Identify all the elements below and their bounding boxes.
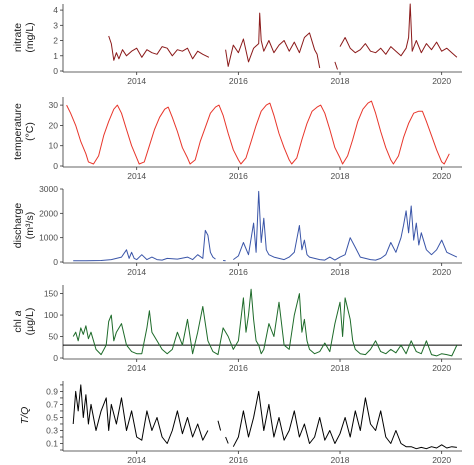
x-tick-label: 2018 (331, 171, 350, 181)
y-axis-title: T/Q (19, 407, 31, 425)
x-tick-label: 2014 (127, 455, 146, 465)
y-tick-label: 0.9 (46, 386, 58, 396)
y-tick-label: 30 (49, 100, 59, 110)
y-tick-label: 3 (53, 20, 58, 30)
y-tick-label: 0 (53, 66, 58, 76)
series-line-temperature (66, 100, 450, 165)
y-axis-title: chl a(µg/L) (12, 308, 36, 336)
series-line-nitrate (108, 3, 458, 70)
y-tick-label: 4 (53, 5, 58, 15)
y-tick-label: 0 (53, 257, 58, 267)
x-tick-label: 2018 (331, 76, 350, 86)
y-tick-label: 100 (44, 310, 58, 320)
x-tick-label: 2016 (229, 455, 248, 465)
panel-discharge: 0 1000 2000 3000 2014 2016 2018 2020 discharge(m… (12, 184, 462, 277)
y-tick-label: 2 (53, 36, 58, 46)
x-tick-label: 2020 (432, 455, 451, 465)
x-tick-label: 2014 (127, 76, 146, 86)
series-line-discharge (73, 190, 458, 262)
y-tick-label: 0.5 (46, 412, 58, 422)
x-tick-label: 2020 (432, 267, 451, 277)
x-tick-label: 2018 (331, 455, 350, 465)
panel-nitrate: 0 1 2 3 4 2014 2016 2018 2020 nitrate(mg/L) (12, 3, 462, 86)
x-tick-label: 2014 (127, 267, 146, 277)
y-axis-title: nitrate(mg/L) (12, 22, 36, 52)
x-tick-label: 2018 (331, 363, 350, 373)
series-line-chla (72, 288, 458, 357)
panel-tq: 0.1 0.3 0.5 0.7 0.9 2014 2016 2018 2020 T/Q (19, 381, 462, 465)
y-tick-label: 1 (53, 51, 58, 61)
y-axis-title: temperature(°C) (12, 103, 36, 160)
panel-temperature: 0 10 20 30 2014 2016 2018 2020 temperature(°C) (12, 97, 462, 181)
x-tick-label: 2016 (229, 76, 248, 86)
y-axis-title: discharge(m³/s) (12, 203, 36, 249)
y-tick-label: 3000 (39, 184, 58, 194)
y-tick-label: 1000 (39, 233, 58, 243)
y-tick-label: 0.3 (46, 425, 58, 435)
y-tick-label: 10 (49, 141, 59, 151)
panel-chla: 0 50 100 150 2014 2016 2018 2020 chl a(µg/L) (12, 285, 462, 373)
x-tick-label: 2016 (229, 363, 248, 373)
y-tick-label: 150 (44, 289, 58, 299)
x-tick-label: 2014 (127, 363, 146, 373)
x-tick-label: 2014 (127, 171, 146, 181)
x-tick-label: 2016 (229, 267, 248, 277)
x-tick-label: 2018 (331, 267, 350, 277)
y-tick-label: 0.7 (46, 399, 58, 409)
y-tick-label: 0 (53, 353, 58, 363)
y-tick-label: 20 (49, 120, 59, 130)
series-line-tq (72, 384, 457, 450)
y-tick-label: 0.1 (46, 438, 58, 448)
y-tick-label: 0 (53, 161, 58, 171)
y-tick-label: 2000 (39, 208, 58, 218)
x-tick-label: 2020 (432, 76, 451, 86)
y-tick-label: 50 (49, 332, 59, 342)
x-tick-label: 2016 (229, 171, 248, 181)
x-tick-label: 2020 (432, 171, 451, 181)
x-tick-label: 2020 (432, 363, 451, 373)
